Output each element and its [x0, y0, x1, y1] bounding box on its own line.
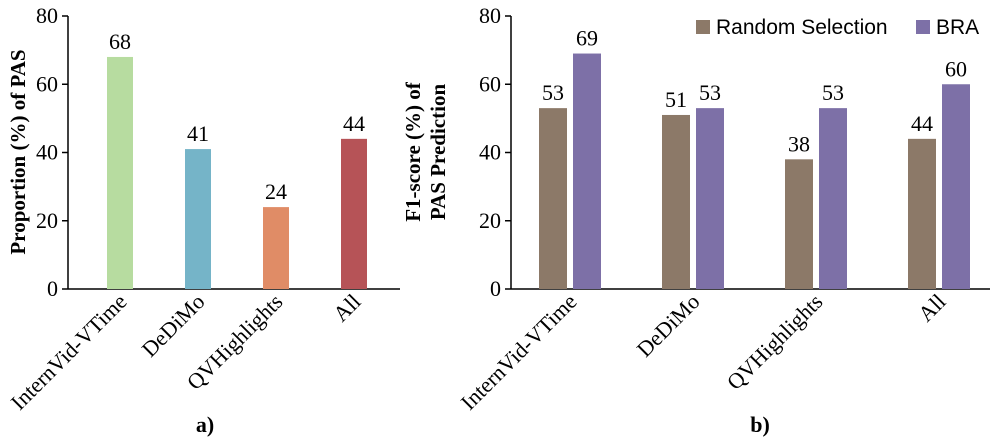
legend-swatch: [696, 20, 710, 34]
panel-b-data-label: 53: [542, 80, 564, 105]
panel-b-bar: [662, 114, 690, 290]
panel-b-y-axis-title: F1-score (%) ofPAS Prediction: [401, 81, 450, 222]
panel-a-bar: [341, 138, 367, 289]
panel-a-y-tick-label: 40: [36, 140, 58, 165]
legend-label: Random Selection: [716, 16, 888, 39]
panel-a-y-tick-label: 60: [36, 71, 58, 96]
panel-b-data-label: 69: [576, 26, 598, 51]
panel-b-legend: Random Selection BRA: [696, 16, 979, 39]
panel-b-data-label: 51: [665, 87, 687, 112]
panel-b-data-label: 60: [945, 56, 967, 81]
legend-swatch: [916, 20, 930, 34]
panel-a-y-tick-label: 20: [36, 208, 58, 233]
panel-b-chart: 0 20 40 60 80 53 69 51 53 38 53 44 60 InternVid-VTime…: [401, 3, 990, 437]
panel-b-data-label: 53: [822, 80, 844, 105]
panel-b-bar: [573, 53, 601, 289]
panel-b-bar: [539, 108, 567, 289]
panel-b-y-tick-label: 0: [490, 276, 501, 301]
panel-b-y-axis-title-line: PAS Prediction: [426, 84, 450, 221]
panel-b-data-label: 44: [911, 111, 933, 136]
panel-b-category-label: DeDiMo: [632, 289, 705, 362]
panel-a-bar: [263, 207, 289, 289]
panel-a-category-label: InternVid-VTime: [6, 289, 132, 415]
panel-a-bar: [107, 56, 133, 290]
panel-b-data-label: 38: [788, 131, 810, 156]
panel-a-label: a): [196, 412, 214, 437]
panel-b-bar: [819, 108, 847, 289]
panel-b-y-tick-label: 20: [479, 208, 501, 233]
panel-a-y-tick-label: 80: [36, 3, 58, 28]
panel-a-bar: [185, 149, 211, 289]
panel-b-category-label: QVHighlights: [722, 289, 828, 395]
panel-b-y-tick-label: 60: [479, 71, 501, 96]
panel-a-category-label: All: [328, 289, 366, 327]
panel-b-bar: [942, 84, 970, 289]
panel-a-data-label: 24: [265, 179, 287, 204]
panel-b-data-label: 53: [699, 80, 721, 105]
panel-b-category-label: InternVid-VTime: [456, 289, 582, 415]
panel-a-data-label: 44: [343, 111, 365, 136]
panel-b-bar: [785, 159, 813, 289]
panel-a-category-label: DeDiMo: [137, 289, 210, 362]
panel-a-y-tick-label: 0: [47, 276, 58, 301]
panel-b-y-tick-label: 40: [479, 140, 501, 165]
panel-b-bar: [696, 108, 724, 289]
panel-a-y-axis-title: Proportion (%) of PAS: [6, 49, 30, 254]
panel-b-y-tick-label: 80: [479, 3, 501, 28]
panel-a-data-label: 68: [109, 29, 131, 54]
panel-b-bar: [908, 138, 936, 289]
panel-b-label: b): [750, 412, 770, 437]
panel-b-category-label: All: [913, 289, 951, 327]
panel-b-y-axis-title-line: F1-score (%) of: [401, 81, 425, 222]
panel-a-data-label: 41: [187, 121, 209, 146]
legend-label: BRA: [936, 16, 979, 39]
